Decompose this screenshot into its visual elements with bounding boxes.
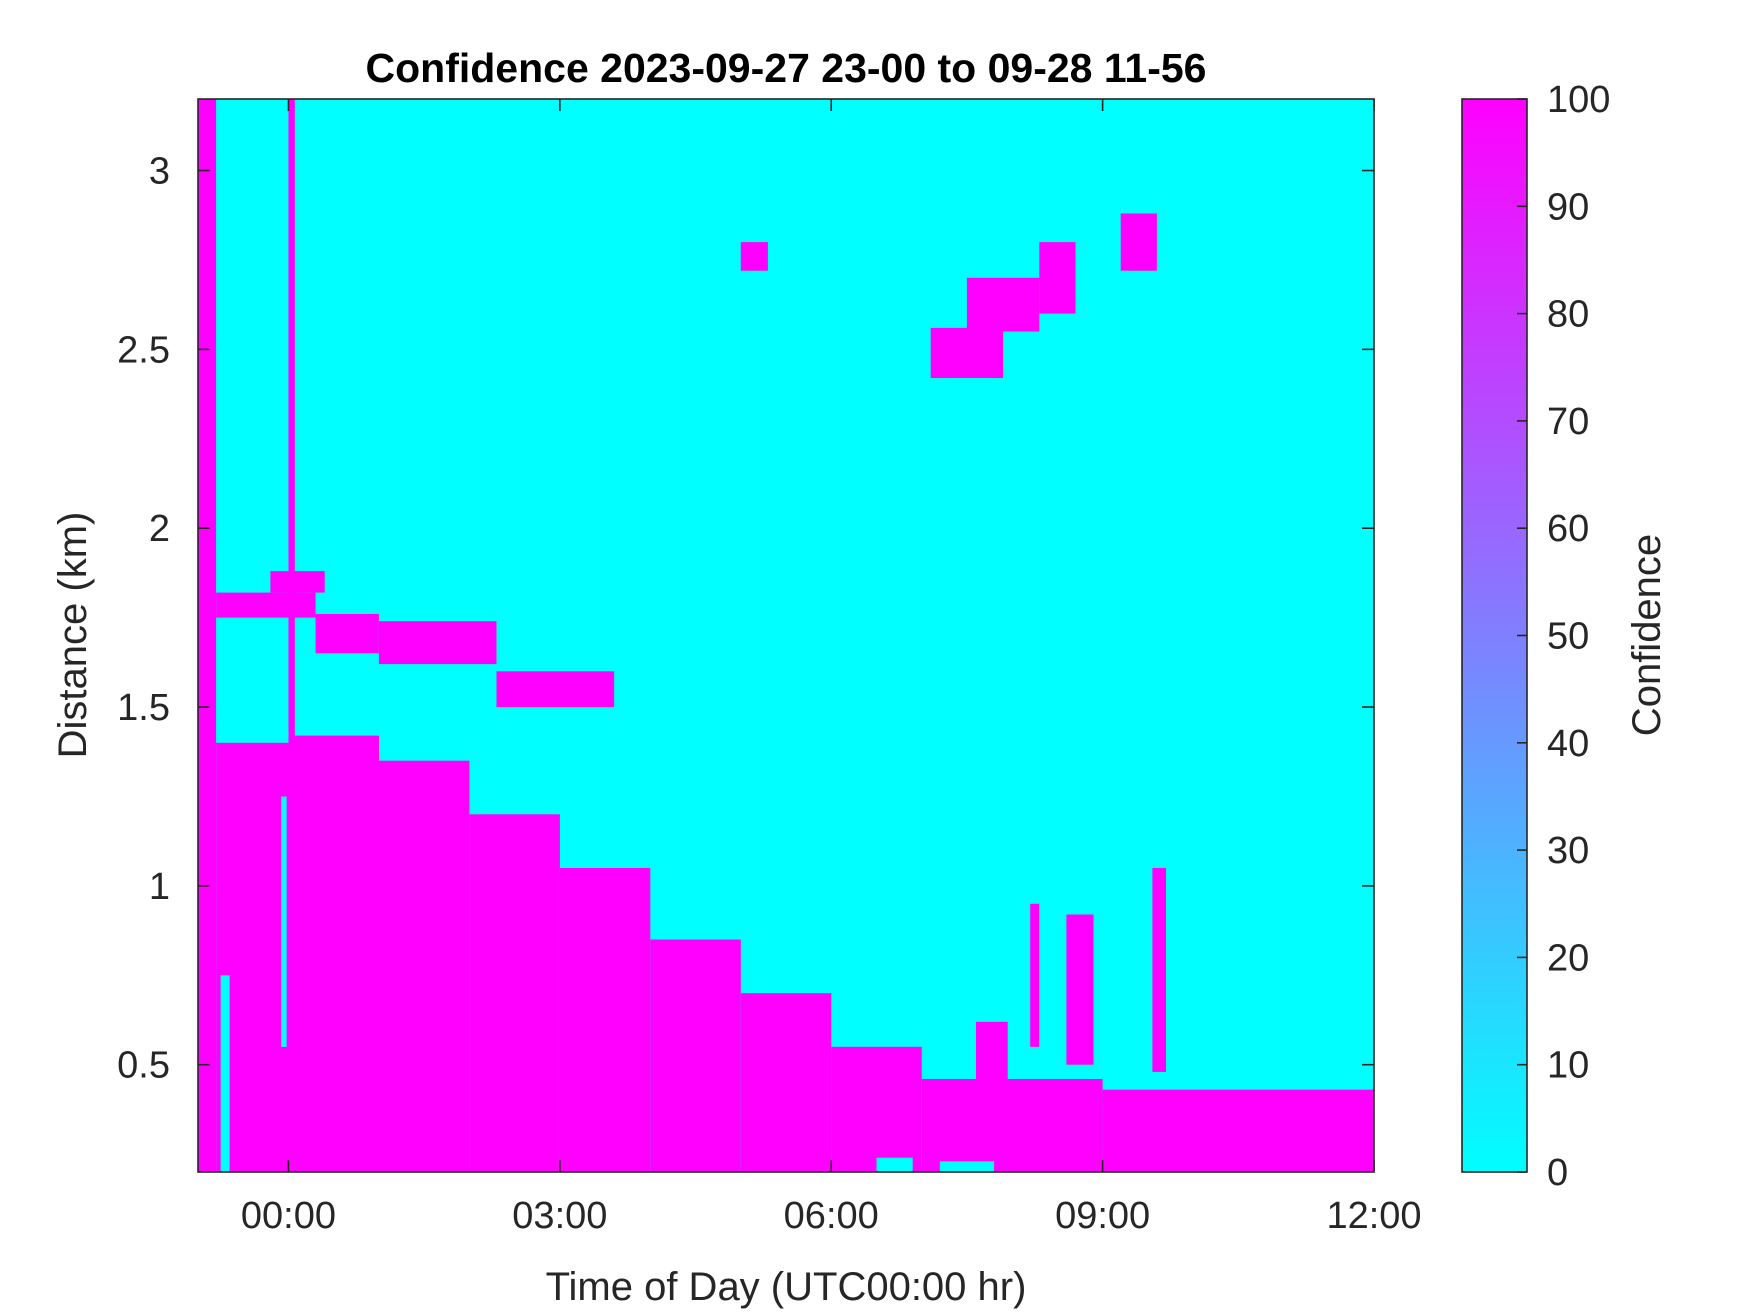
y-tick-label-5: 3 <box>149 151 170 193</box>
heatmap-region-8 <box>650 939 741 1172</box>
colorbar-label: Confidence <box>1625 534 1669 736</box>
heatmap-region-11 <box>921 1079 1103 1172</box>
heatmap-region-17 <box>966 277 1040 332</box>
x-tick-label-4: 12:00 <box>1326 1195 1421 1237</box>
heatmap-region-10 <box>831 1046 922 1172</box>
x-tick-label-1: 03:00 <box>512 1195 607 1237</box>
y-tick-label-3: 2 <box>149 508 170 550</box>
colorbar-tick-label-5: 50 <box>1547 616 1589 658</box>
y-tick-label-0: 0.5 <box>117 1045 170 1087</box>
heatmap-region-18 <box>1039 242 1076 314</box>
heatmap-region-9 <box>740 993 832 1172</box>
heatmap-region-21 <box>976 1021 1008 1079</box>
colorbar-tick-label-3: 30 <box>1547 830 1589 872</box>
heatmap-region-16 <box>930 327 1004 378</box>
x-tick-label-2: 06:00 <box>784 1195 879 1237</box>
chart-title: Confidence 2023-09-27 23-00 to 09-28 11-… <box>366 45 1207 91</box>
y-tick-label-4: 2.5 <box>117 329 170 371</box>
heatmap-region-27 <box>281 796 287 1047</box>
heatmap-region-12 <box>1102 1089 1374 1172</box>
heatmap-region-23 <box>1066 914 1094 1065</box>
heatmap-region-13 <box>315 614 379 654</box>
colorbar-tick-label-1: 10 <box>1547 1045 1589 1087</box>
x-tick-label-3: 09:00 <box>1055 1195 1150 1237</box>
y-axis-label: Distance (km) <box>51 512 95 759</box>
colorbar-tick-label-10: 100 <box>1547 79 1610 121</box>
heatmap-region-24 <box>1152 868 1166 1072</box>
colorbar-tick-label-4: 40 <box>1547 723 1589 765</box>
heatmap-region-29 <box>939 1161 995 1172</box>
heatmap-region-7 <box>559 868 651 1172</box>
heatmap-region-20 <box>740 242 768 271</box>
heatmap-region-2 <box>216 592 316 618</box>
y-tick-label-1: 1 <box>149 866 170 908</box>
heatmap-region-15 <box>496 671 615 708</box>
heatmap-region-22 <box>1030 903 1040 1047</box>
x-tick-label-0: 00:00 <box>241 1195 336 1237</box>
colorbar-tick-label-0: 0 <box>1547 1152 1568 1194</box>
heatmap-region-25 <box>288 99 295 743</box>
colorbar-tick-label-6: 60 <box>1547 508 1589 550</box>
heatmap-region-6 <box>469 814 560 1172</box>
heatmap-region-26 <box>220 975 230 1172</box>
heatmap-region-14 <box>378 621 497 665</box>
colorbar-tick-label-8: 80 <box>1547 294 1589 336</box>
x-axis-label: Time of Day (UTC00:00 hr) <box>546 1265 1027 1309</box>
heatmap-region-0 <box>198 99 217 1172</box>
heatmap-region-19 <box>1120 213 1157 271</box>
colorbar-tick-label-2: 20 <box>1547 937 1589 979</box>
heatmap-region-4 <box>288 735 379 1172</box>
y-tick-label-2: 1.5 <box>117 687 170 729</box>
colorbar-tick-label-9: 90 <box>1547 186 1589 228</box>
colorbar-tick-label-7: 70 <box>1547 401 1589 443</box>
heatmap-region-28 <box>876 1157 913 1172</box>
plot-frame <box>197 98 1375 1173</box>
heatmap-region-3 <box>270 571 325 593</box>
colorbar <box>1461 98 1528 1173</box>
heatmap-region-5 <box>378 760 470 1172</box>
